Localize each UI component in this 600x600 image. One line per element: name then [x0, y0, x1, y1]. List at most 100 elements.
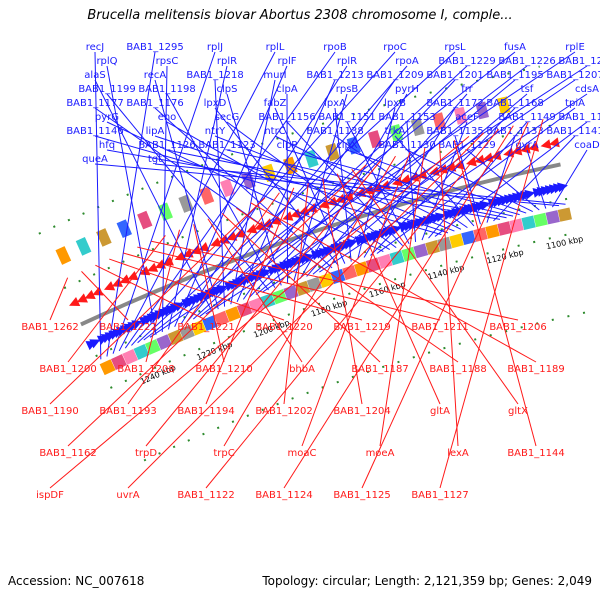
- reverse-label-leader: [145, 160, 382, 447]
- reverse-label-leader: [336, 173, 441, 405]
- reverse-gene-label: BAB1_1208: [117, 364, 174, 375]
- reverse-label-leader: [67, 164, 367, 447]
- reverse-gene-label: ispDF: [36, 490, 64, 501]
- reverse-label-leader: [361, 122, 529, 489]
- reverse-label-leader: [127, 192, 280, 405]
- forward-gene-label: tpiA: [565, 98, 585, 109]
- reverse-gene-label: BAB1_1219: [333, 322, 390, 333]
- reverse-gene-label: gltA: [430, 406, 450, 417]
- forward-label-leader: [137, 51, 456, 344]
- reverse-gene-arrow: [210, 237, 222, 247]
- forward-gene-label: recJ: [86, 42, 105, 53]
- feature-block: [179, 324, 195, 341]
- forward-gene-label: coaD: [574, 140, 600, 151]
- forward-gene-label: tgt: [148, 154, 162, 165]
- forward-label-leader: [434, 121, 588, 237]
- forward-gene-label: rpoB: [323, 42, 347, 53]
- reverse-gene-label: BAB1_1162: [39, 448, 96, 459]
- forward-gene-label: tsf: [521, 84, 534, 95]
- forward-gene-label: BAB1_1172: [426, 98, 483, 109]
- reverse-label-leader: [49, 135, 470, 489]
- reverse-label-leader: [95, 264, 207, 321]
- reverse-gene-label: moaC: [288, 448, 317, 459]
- forward-gene-label: rplR: [217, 56, 237, 67]
- forward-label-leader: [242, 79, 396, 300]
- forward-gene-label: eno: [158, 112, 177, 123]
- forward-gene-label: BAB1_1130: [378, 140, 435, 151]
- reverse-label-leader: [236, 207, 459, 363]
- forward-gene-label: BAB1_1133: [486, 126, 543, 137]
- forward-gene-label: BAB1_1199: [78, 84, 135, 95]
- reverse-gene-arrow: [218, 234, 230, 244]
- forward-gene-label: ntrY: [205, 126, 226, 137]
- forward-gene-label: rpoC: [383, 42, 407, 53]
- reverse-label-leader: [137, 246, 441, 321]
- feature-block: [533, 212, 548, 228]
- reverse-gene-label: BAB1_1202: [255, 406, 312, 417]
- forward-gene-label: lpxB: [384, 98, 406, 109]
- forward-gene-arrow: [557, 182, 568, 193]
- forward-label-leader: [106, 93, 269, 291]
- reverse-label-leader: [322, 178, 363, 405]
- feature-block: [220, 178, 235, 198]
- forward-gene-label: gyrA: [515, 140, 538, 151]
- reverse-label-leader: [49, 277, 69, 321]
- reverse-gene-label: BAB1_1200: [39, 364, 96, 375]
- forward-label-leader: [94, 79, 213, 312]
- reverse-label-leader: [207, 218, 303, 363]
- forward-gene-label: clpS: [217, 84, 238, 95]
- feature-block: [377, 253, 393, 269]
- feature-block: [453, 106, 468, 125]
- forward-gene-label: BAB1_1177: [66, 98, 123, 109]
- feature-block: [157, 202, 173, 222]
- feature-block: [318, 272, 334, 288]
- feature-block: [304, 149, 319, 168]
- forward-label-leader: [167, 65, 228, 330]
- forward-gene-label: alaS: [84, 70, 105, 81]
- feature-block: [342, 265, 358, 281]
- forward-label-leader: [174, 65, 288, 328]
- reverse-gene-label: gltX: [508, 406, 528, 417]
- forward-label-leader: [94, 163, 560, 207]
- feature-block: [425, 240, 441, 255]
- forward-gene-label: lpxD: [204, 98, 227, 109]
- reverse-label-leader: [283, 125, 514, 489]
- reverse-label-leader: [193, 224, 225, 363]
- forward-gene-label: hfq: [99, 140, 115, 151]
- forward-gene-label: BAB1_1218: [186, 70, 243, 81]
- feature-block: [497, 221, 512, 236]
- forward-gene-label: queA: [82, 154, 108, 165]
- reverse-gene-label: BAB1_1187: [351, 364, 408, 375]
- forward-label-leader: [286, 93, 289, 284]
- feature-block: [475, 101, 490, 120]
- feature-block: [240, 171, 256, 190]
- reverse-gene-label: BAB1_1206: [489, 322, 546, 333]
- forward-label-leader: [376, 107, 576, 254]
- forward-gene-label: BAB1_1198: [138, 84, 195, 95]
- feature-block: [437, 236, 452, 252]
- reverse-gene-arrow: [326, 196, 338, 206]
- forward-gene-label: secG: [215, 112, 240, 123]
- forward-gene-label: BAB1_1225: [558, 56, 600, 67]
- reverse-gene-label: BAB1_1193: [99, 406, 156, 417]
- forward-gene-label: rplE: [565, 42, 585, 53]
- forward-gene-label: BAB1_1138: [306, 126, 363, 137]
- forward-label-leader: [94, 135, 442, 236]
- forward-label-leader: [312, 93, 528, 275]
- reverse-gene-label: BAB1_1262: [21, 322, 78, 333]
- forward-gene-label: pyrG: [95, 112, 119, 123]
- forward-label-leader: [428, 121, 528, 239]
- forward-gene-label: BAB1_1151: [318, 112, 375, 123]
- forward-label-leader: [286, 149, 520, 216]
- feature-block: [353, 261, 370, 277]
- reverse-label-leader: [49, 197, 266, 405]
- reverse-gene-label: BAB1_1125: [333, 490, 390, 501]
- forward-gene-label: BAB1_1209: [366, 70, 423, 81]
- forward-gene-label: rpsC: [156, 56, 179, 67]
- forward-gene-label: BAB1_1168: [486, 98, 543, 109]
- feature-block: [122, 349, 139, 365]
- feature-block: [557, 207, 572, 222]
- reverse-gene-label: BAB1_1127: [411, 490, 468, 501]
- forward-gene-label: BAB1_1226: [498, 56, 555, 67]
- feature-block: [75, 237, 92, 256]
